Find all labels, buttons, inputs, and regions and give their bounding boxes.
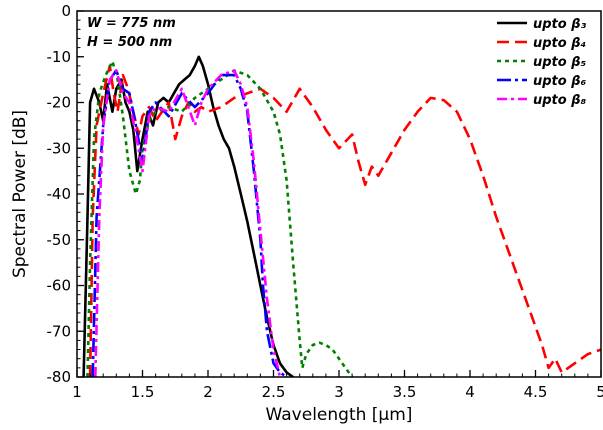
ticks-layer: 1 1.5 2 2.5 3 3.5 4 4.5 5 0 -10 -20 -30 -40 -50 -60 -70 -…	[47, 2, 603, 401]
y-tick-label: -60	[47, 277, 72, 295]
legend-label-2: upto β₄	[533, 36, 587, 51]
x-tick-label: 1	[72, 383, 82, 401]
legend-label-3: upto β₅	[533, 55, 587, 70]
x-tick-label: 3.5	[393, 383, 417, 401]
x-tick-label: 5	[596, 383, 603, 401]
y-tick-label: -20	[47, 94, 72, 112]
x-tick-label: 4.5	[524, 383, 548, 401]
series-line-4	[91, 69, 288, 377]
plot-frame	[76, 10, 602, 378]
legend-label-1: upto β₃	[533, 17, 587, 32]
x-tick-label: 1.5	[131, 383, 155, 401]
x-tick-label: 4	[465, 383, 475, 401]
legend-label-4: upto β₆	[533, 74, 587, 89]
x-axis-title: Wavelength [µm]	[266, 405, 413, 425]
x-tick-label: 2	[203, 383, 213, 401]
annotation-height: H = 500 nm	[87, 35, 172, 50]
y-tick-label: -30	[47, 139, 72, 157]
y-tick-label: -70	[47, 322, 72, 340]
y-tick-label: -80	[47, 368, 72, 386]
legend-label-5: upto β₈	[533, 93, 587, 108]
series-line-1	[82, 55, 294, 377]
legend: upto β₃ upto β₄ upto β₅ upto β₆ upto β₈	[497, 17, 587, 108]
x-tick-label: 2.5	[262, 383, 286, 401]
y-axis-title: Spectral Power [dB]	[10, 110, 30, 278]
y-tick-label: -40	[47, 185, 72, 203]
annotation-width: W = 775 nm	[87, 16, 176, 31]
series-layer	[82, 55, 601, 377]
x-tick-label: 3	[334, 383, 344, 401]
series-line-5	[94, 69, 282, 377]
y-tick-label: -50	[47, 231, 72, 249]
y-tick-label: -10	[47, 48, 72, 66]
y-tick-label: 0	[61, 2, 71, 20]
